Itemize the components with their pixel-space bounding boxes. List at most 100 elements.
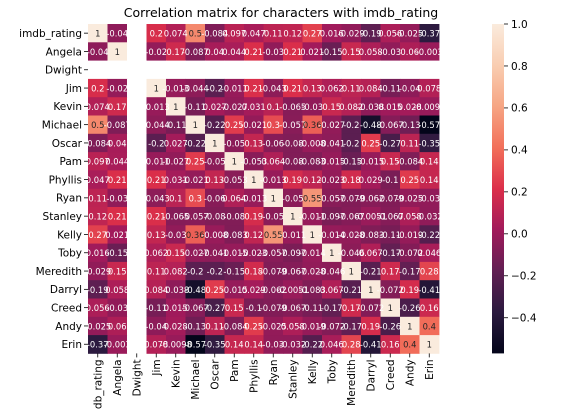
cell-value-label: 0.3 <box>267 120 280 130</box>
heatmap-cell <box>380 335 401 354</box>
cell-value-label: 1 <box>271 193 276 203</box>
cell-value-label: -0.097 <box>279 248 306 258</box>
cell-value-label: -0.05 <box>282 193 304 203</box>
cell-value-label: 0.55 <box>264 230 283 240</box>
heatmap-cell <box>341 78 362 98</box>
cell-value-label: 0.15 <box>225 303 244 313</box>
heatmap-cell <box>107 316 128 336</box>
heatmap-cell-empty <box>127 133 147 153</box>
cell-value-label: -0.27 <box>204 303 226 313</box>
heatmap-cell <box>185 78 206 98</box>
cell-value-label: -0.038 <box>357 102 384 112</box>
heatmap-cell <box>283 24 303 43</box>
cell-value-label: 0.21 <box>108 175 127 185</box>
cell-value-label: -0.03 <box>418 193 440 203</box>
x-tick-label: Kelly <box>307 359 319 384</box>
cell-value-label: -0.2 <box>343 120 359 130</box>
cell-value-label: -0.027 <box>182 248 209 258</box>
heatmap-cell <box>107 42 128 61</box>
cell-value-label: -0.19 <box>87 285 109 295</box>
cell-value-label: -0.013 <box>240 193 267 203</box>
cell-value-label: 0.1 <box>169 193 182 203</box>
cell-value-label: -0.03 <box>262 47 284 57</box>
cell-value-label: 0.078 <box>417 83 441 93</box>
heatmap-cell <box>146 115 167 135</box>
heatmap-cell-empty <box>127 42 147 61</box>
cell-value-label: -0.079 <box>377 193 404 203</box>
cell-value-label: 0.17 <box>342 303 361 313</box>
x-tick-label: Stanley <box>288 359 300 398</box>
cell-value-label: -0.008 <box>299 138 326 148</box>
heatmap-cell <box>205 261 225 281</box>
cell-value-label: 0.15 <box>166 248 185 258</box>
heatmap-cell <box>302 243 323 263</box>
cell-value-label: -0.1 <box>382 175 398 185</box>
cell-value-label: 0.3 <box>189 193 202 203</box>
y-tick-labels: imdb_rating Angela Dwight Jim Kevin Michael Os… <box>19 28 88 351</box>
heatmap-cell <box>380 24 401 43</box>
cell-value-label: -0.02 <box>106 83 128 93</box>
cell-value-label: 0.2 <box>91 83 104 93</box>
cell-value-label: 0.067 <box>320 285 344 295</box>
heatmap-cell <box>205 133 225 153</box>
heatmap-cell <box>166 78 186 98</box>
heatmap-cell <box>322 115 342 135</box>
cell-value-label: -0.067 <box>279 303 306 313</box>
heatmap-cell-empty <box>244 60 264 80</box>
cell-value-label: 0.25 <box>186 157 205 167</box>
heatmap-cell <box>224 42 245 61</box>
cell-value-label: 1 <box>212 138 217 148</box>
cell-value-label: 0.062 <box>144 248 168 258</box>
cell-value-label: 0.25 <box>225 120 244 130</box>
heatmap-cell-empty <box>127 60 147 80</box>
heatmap-cell <box>283 115 303 135</box>
heatmap-cell <box>224 298 245 318</box>
heatmap-cell <box>302 316 323 336</box>
cell-value-label: -0.019 <box>396 230 423 240</box>
heatmap-cell <box>224 152 245 171</box>
cell-value-label: -0.15 <box>223 266 245 276</box>
cell-value-label: 0.14 <box>244 340 263 350</box>
heatmap-cell <box>224 280 245 299</box>
heatmap-cell <box>244 42 264 61</box>
heatmap-cell <box>322 152 342 171</box>
cell-value-label: -0.083 <box>299 157 326 167</box>
heatmap-cell <box>88 133 108 153</box>
heatmap-cell <box>244 133 264 153</box>
heatmap-cell <box>380 42 401 61</box>
cell-value-label: 0.04 <box>205 47 224 57</box>
heatmap-cell <box>146 152 167 171</box>
y-tick-label: Meredith <box>36 266 82 278</box>
heatmap-cell <box>322 188 342 208</box>
y-tick-label: Creed <box>51 302 82 314</box>
cell-value-label: 0.5 <box>189 29 202 39</box>
heatmap-cell <box>205 207 225 226</box>
cell-value-label: -0.062 <box>260 285 287 295</box>
heatmap-cell <box>205 243 225 263</box>
cell-value-label: -0.15 <box>321 47 343 57</box>
heatmap-cell <box>205 42 225 61</box>
cell-value-label: -0.084 <box>396 157 423 167</box>
cell-value-label: -0.067 <box>377 212 404 222</box>
x-tick-label: Angela <box>112 359 124 395</box>
heatmap-cell <box>244 316 264 336</box>
cell-value-label: 0.058 <box>105 285 129 295</box>
y-tick-label: Phyllis <box>49 174 82 186</box>
heatmap-cell <box>302 42 323 61</box>
colorbar-tick-label: 0.8 <box>511 61 528 73</box>
cell-value-label: -0.057 <box>182 212 209 222</box>
heatmap-cell <box>107 280 128 299</box>
cell-value-label: -0.057 <box>260 248 287 258</box>
heatmap-cell <box>88 42 108 61</box>
cell-value-label: -0.2 <box>207 266 223 276</box>
cell-value-label: 0.016 <box>86 248 110 258</box>
heatmap-cell <box>341 115 362 135</box>
cell-value-label: 0.2 <box>150 29 163 39</box>
heatmap-cell <box>302 24 323 43</box>
heatmap-cell <box>283 42 303 61</box>
heatmap-cell <box>107 133 128 153</box>
heatmap-cell <box>107 24 128 43</box>
heatmap-cell <box>380 115 401 135</box>
heatmap-cell <box>166 133 186 153</box>
heatmap-cell <box>205 115 225 135</box>
